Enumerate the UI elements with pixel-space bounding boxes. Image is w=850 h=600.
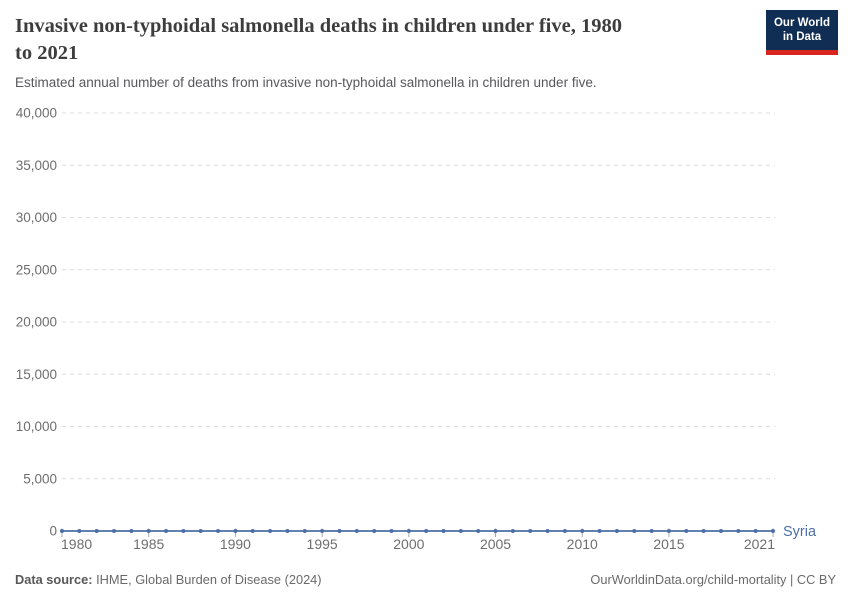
chart-title: Invasive non-typhoidal salmonella deaths…	[15, 13, 750, 67]
series-point[interactable]	[233, 529, 238, 533]
y-axis-tick-label: 5,000	[23, 471, 57, 486]
series-syria[interactable]: Syria	[60, 524, 817, 540]
series-point[interactable]	[545, 529, 550, 533]
series-point[interactable]	[736, 529, 741, 533]
series-point[interactable]	[198, 529, 203, 533]
series-point[interactable]	[285, 529, 290, 533]
owid-logo-line-2: in Data	[782, 30, 822, 43]
series-point[interactable]	[493, 529, 498, 533]
x-axis-tick-label: 2010	[567, 536, 598, 552]
series-point[interactable]	[250, 529, 255, 533]
series-point[interactable]	[320, 529, 325, 533]
y-axis: 0 5,000 10,000 15,000 20,000 25,000 30,000 35,0…	[16, 106, 775, 539]
data-source: Data source: IHME, Global Burden of Dise…	[15, 572, 322, 587]
series-point[interactable]	[406, 529, 411, 533]
y-axis-tick-label: 30,000	[16, 210, 57, 225]
chart-header: Invasive non-typhoidal salmonella deaths…	[15, 13, 750, 91]
series-label-syria[interactable]: Syria	[783, 524, 817, 540]
x-axis-tick-label: 1985	[133, 536, 164, 552]
series-point[interactable]	[701, 529, 706, 533]
series-point[interactable]	[580, 529, 585, 533]
series-point[interactable]	[354, 529, 359, 533]
footer-credit-link[interactable]: OurWorldinData.org/child-mortality | CC …	[590, 572, 836, 587]
owid-logo-line-1: Our World	[773, 17, 830, 29]
chart-title-line-1: Invasive non-typhoidal salmonella deaths…	[15, 15, 622, 37]
series-point[interactable]	[753, 529, 758, 533]
series-point[interactable]	[476, 529, 481, 533]
y-axis-tick-label: 40,000	[16, 106, 57, 121]
series-point[interactable]	[268, 529, 273, 533]
series-point[interactable]	[718, 529, 723, 533]
series-point[interactable]	[632, 529, 637, 533]
series-point[interactable]	[337, 529, 342, 533]
series-point[interactable]	[181, 529, 186, 533]
series-point[interactable]	[216, 529, 221, 533]
series-point[interactable]	[77, 529, 82, 533]
series-point[interactable]	[441, 529, 446, 533]
y-axis-tick-label: 25,000	[16, 262, 57, 277]
series-point[interactable]	[129, 529, 134, 533]
y-axis-tick-label: 15,000	[16, 367, 57, 382]
series-point[interactable]	[389, 529, 394, 533]
series-point[interactable]	[164, 529, 169, 533]
x-axis-tick-label: 2000	[393, 536, 424, 552]
series-point[interactable]	[614, 529, 619, 533]
chart-title-line-2: to 2021	[15, 42, 79, 64]
series-point[interactable]	[562, 529, 567, 533]
series-point[interactable]	[510, 529, 515, 533]
series-point[interactable]	[94, 529, 99, 533]
x-axis-tick-label: 2015	[653, 536, 684, 552]
series-point[interactable]	[112, 529, 117, 533]
series-point[interactable]	[684, 529, 689, 533]
y-axis-tick-label: 10,000	[16, 419, 57, 434]
series-point[interactable]	[302, 529, 307, 533]
series-point[interactable]	[146, 529, 151, 533]
series-point[interactable]	[424, 529, 429, 533]
data-source-text: IHME, Global Burden of Disease (2024)	[92, 572, 322, 587]
y-axis-tick-label: 0	[49, 524, 57, 539]
series-point[interactable]	[597, 529, 602, 533]
series-point[interactable]	[458, 529, 463, 533]
x-axis-tick-label: 2005	[480, 536, 511, 552]
series-point[interactable]	[60, 529, 64, 533]
series-point[interactable]	[372, 529, 377, 533]
series-point[interactable]	[528, 529, 533, 533]
x-axis-tick-label: 1995	[307, 536, 338, 552]
x-axis-tick-label: 1990	[220, 536, 251, 552]
series-point[interactable]	[666, 529, 671, 533]
chart-subtitle: Estimated annual number of deaths from i…	[15, 75, 597, 90]
y-axis-tick-label: 20,000	[16, 315, 57, 330]
series-point[interactable]	[771, 529, 775, 533]
x-axis-tick-label: 1980	[61, 536, 92, 552]
series-point[interactable]	[649, 529, 654, 533]
x-axis-tick-label: 2021	[744, 536, 775, 552]
y-axis-tick-label: 35,000	[16, 158, 57, 173]
data-source-label: Data source:	[15, 572, 93, 587]
chart-footer: Data source: IHME, Global Burden of Dise…	[15, 572, 836, 587]
owid-logo[interactable]: Our World in Data	[765, 10, 838, 55]
